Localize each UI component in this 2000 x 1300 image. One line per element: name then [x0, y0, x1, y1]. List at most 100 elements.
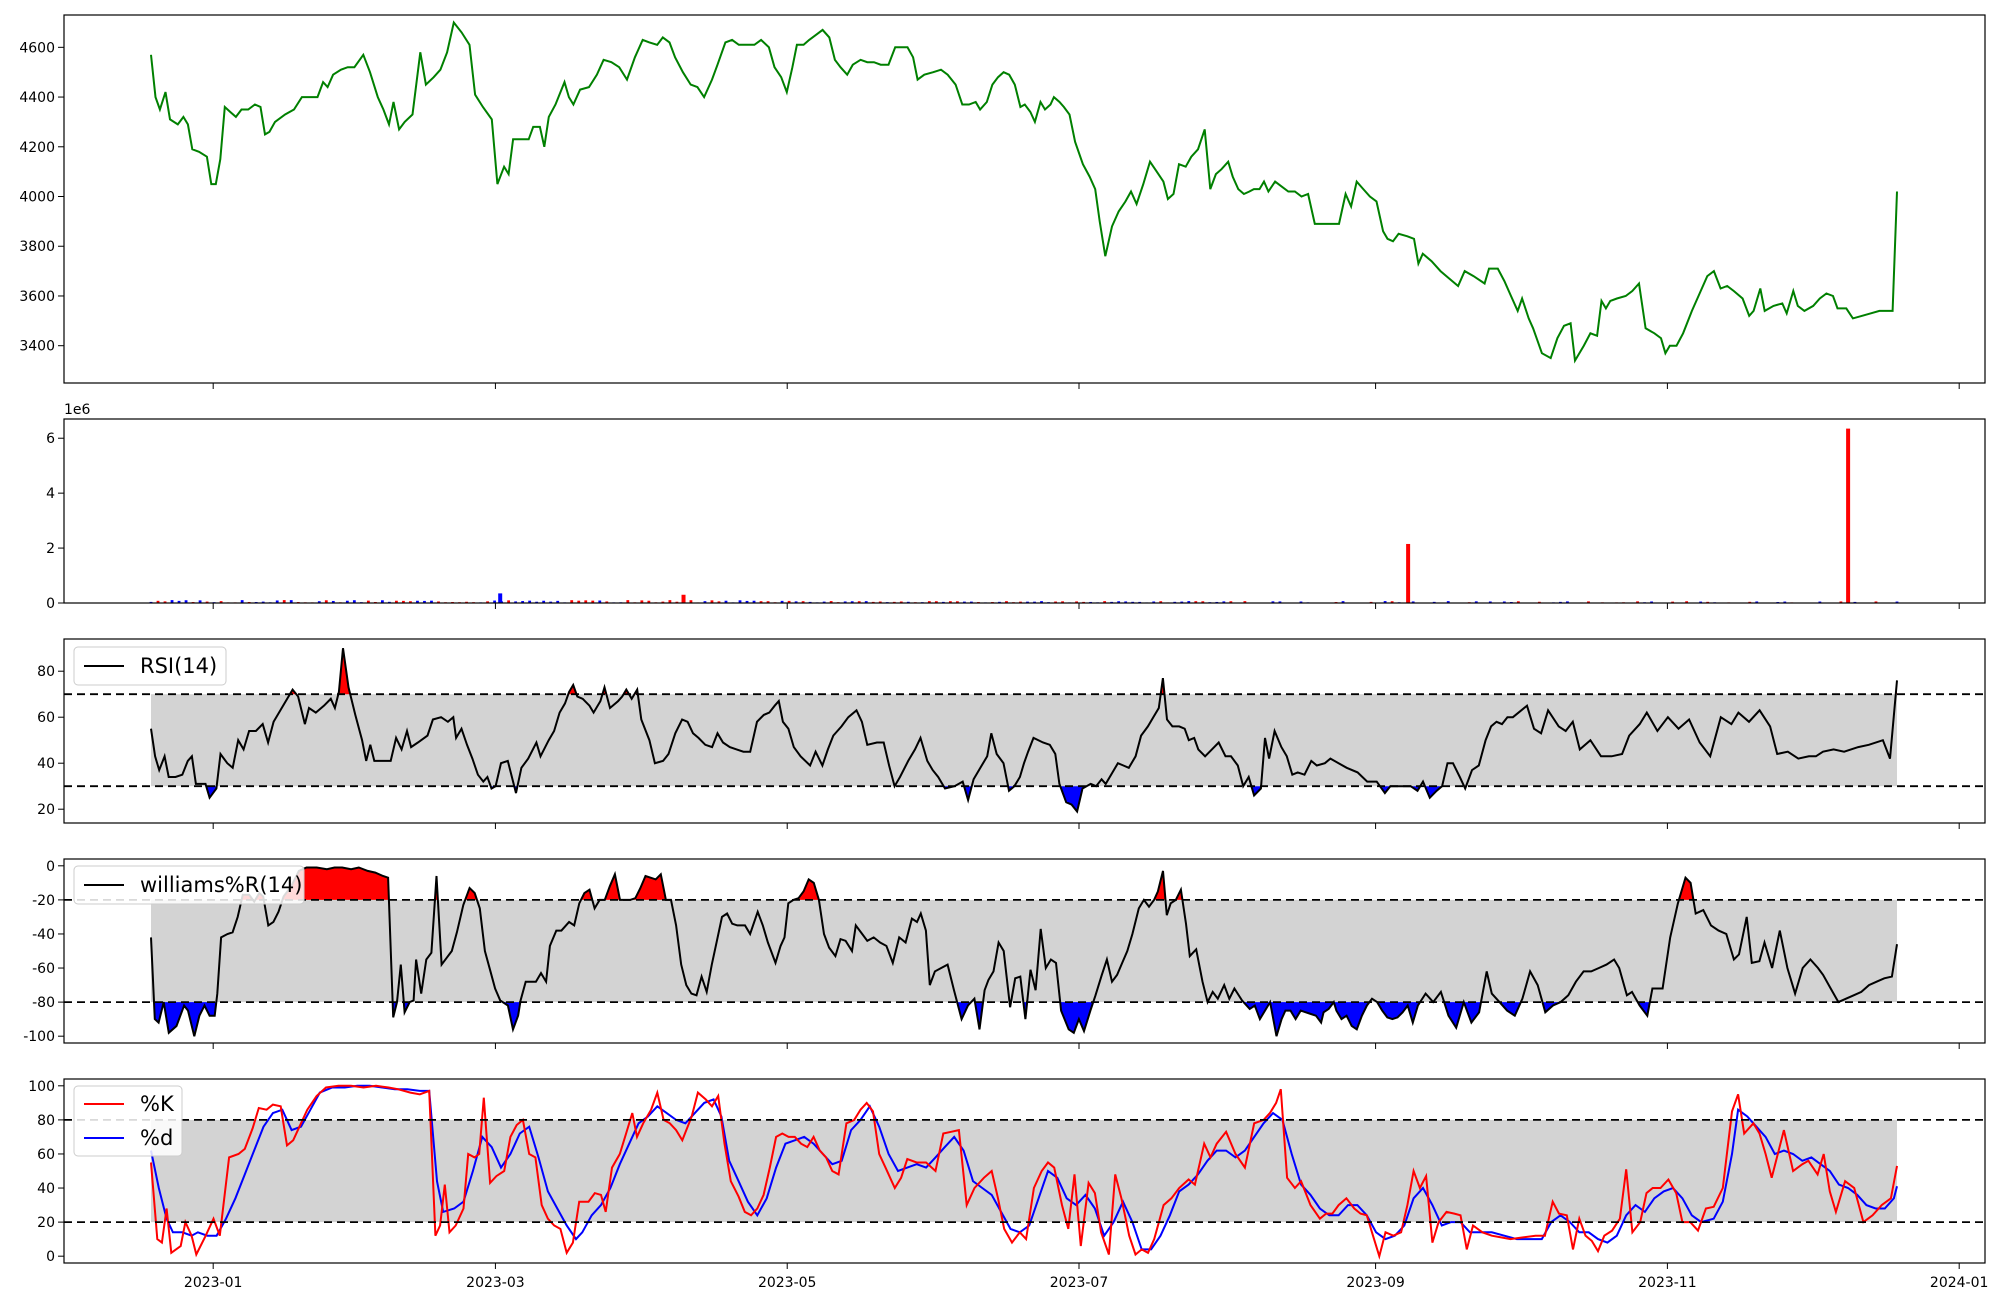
stochastic-y-tick-label: 80: [37, 1113, 55, 1129]
volume-bar: [1124, 601, 1128, 603]
volume-bar: [1895, 601, 1899, 603]
volume-bar: [331, 600, 335, 603]
williams-overbought-fill: [604, 874, 620, 900]
volume-bar: [1061, 601, 1064, 603]
volume-bar: [857, 601, 861, 603]
x-tick-label: 2023-11: [1638, 1275, 1697, 1291]
williams-panel: 0 -20 -40 -60 -80 -100 williams%R(14): [23, 858, 1986, 1045]
williams-y-tick-label: 0: [46, 859, 55, 875]
stochastic-y-axis: 0 20 40 60 80 100: [28, 1079, 64, 1265]
volume-bar: [689, 600, 693, 603]
volume-bar: [780, 600, 784, 603]
volume-bar: [850, 601, 854, 603]
date-x-axis: 2023-01 2023-03 2023-05 2023-07 2023-09 2023-…: [184, 383, 1988, 1291]
stochastic-y-tick-label: 20: [37, 1215, 55, 1231]
volume-bar: [542, 600, 546, 603]
stochastic-legend: %K %d: [73, 1085, 183, 1157]
volume-bar: [1075, 601, 1078, 603]
volume-bar: [1516, 601, 1520, 603]
rsi-legend-label: RSI(14): [140, 654, 217, 678]
volume-bar: [1874, 601, 1878, 603]
volume-bar: [317, 601, 321, 603]
volume-bar: [282, 600, 286, 603]
williams-y-axis: 0 -20 -40 -60 -80 -100: [23, 859, 64, 1045]
rsi-neutral-band: [151, 694, 1897, 787]
x-tick-label: 2023-03: [466, 1275, 525, 1291]
price-frame: [63, 14, 1986, 384]
williams-y-tick-label: -60: [32, 961, 55, 977]
volume-bar: [647, 600, 651, 603]
price-y-tick-label: 4600: [19, 40, 55, 56]
williams-oversold-fill: [502, 1002, 521, 1030]
volume-bar: [787, 600, 791, 603]
volume-bar: [738, 600, 742, 603]
volume-bar: [640, 600, 644, 603]
volume-bar: [703, 601, 707, 603]
volume-bar: [955, 601, 959, 603]
stochastic-y-tick-label: 100: [28, 1079, 55, 1095]
d-legend-label: %d: [140, 1126, 173, 1150]
volume-bar: [899, 601, 903, 603]
volume-bar: [1390, 601, 1394, 603]
rsi-y-tick-label: 20: [37, 802, 55, 818]
volume-bar: [1411, 601, 1415, 603]
volume-bar: [156, 600, 160, 603]
volume-bar: [605, 601, 609, 603]
x-tick-label: 2023-05: [758, 1275, 817, 1291]
x-tick-label: 2023-07: [1050, 1275, 1109, 1291]
volume-bar: [822, 601, 826, 603]
volume-bar: [626, 600, 630, 603]
stochastic-k-line: [150, 1084, 1898, 1260]
williams-y-tick-label: -40: [32, 927, 55, 943]
volume-bar: [1699, 601, 1703, 603]
williams-frame: [63, 858, 1986, 1044]
volume-bar: [1040, 601, 1043, 603]
volume-bar: [535, 601, 539, 603]
volume-bar: [794, 601, 798, 603]
volume-bar: [759, 601, 763, 603]
volume-bar: [1502, 601, 1506, 603]
volume-bar: [1159, 601, 1163, 603]
stochastic-y-tick-label: 60: [37, 1147, 55, 1163]
x-tick-label: 2023-01: [184, 1275, 243, 1291]
volume-bar: [507, 600, 511, 603]
volume-bar: [366, 600, 370, 603]
volume-bar: [1278, 601, 1282, 603]
volume-bar: [430, 600, 433, 603]
stochastic-threshold-lines: [64, 1118, 1985, 1224]
volume-bar: [1019, 601, 1022, 603]
williams-oversold-fill: [154, 1002, 164, 1023]
price-y-axis: 3400 3600 3800 4000 4200 4400 4600: [19, 40, 64, 355]
volume-bar: [801, 601, 805, 603]
volume-bar: [177, 600, 181, 603]
volume-y-axis: 0 2 4 6: [46, 431, 64, 612]
volume-bar: [1839, 601, 1843, 603]
volume-bar: [1488, 601, 1492, 603]
williams-oversold-fill: [1463, 1002, 1481, 1023]
volume-bar: [345, 600, 349, 603]
volume-bar: [1446, 601, 1450, 603]
price-y-tick-label: 4000: [19, 190, 55, 206]
volume-bar: [766, 601, 770, 603]
volume-bar: [1222, 601, 1226, 603]
volume-bar: [198, 600, 202, 603]
volume-bar: [521, 601, 525, 603]
volume-bar: [1383, 601, 1387, 603]
rsi-y-tick-label: 80: [37, 664, 55, 680]
volume-bar: [1229, 601, 1233, 603]
volume-bar: [717, 601, 721, 603]
volume-bar: [668, 600, 672, 603]
volume-bar: [927, 601, 931, 603]
rsi-threshold-lines: [64, 693, 1985, 788]
volume-bar: [1103, 601, 1107, 603]
volume-bar: [437, 601, 440, 603]
williams-legend: williams%R(14): [73, 865, 305, 905]
rsi-legend-box: [73, 646, 227, 686]
williams-oversold-fill: [1333, 1002, 1370, 1030]
williams-y-tick-label: -20: [32, 893, 55, 909]
volume-bar: [352, 600, 356, 603]
volume-bar: [745, 600, 749, 603]
volume-bar: [878, 601, 882, 603]
